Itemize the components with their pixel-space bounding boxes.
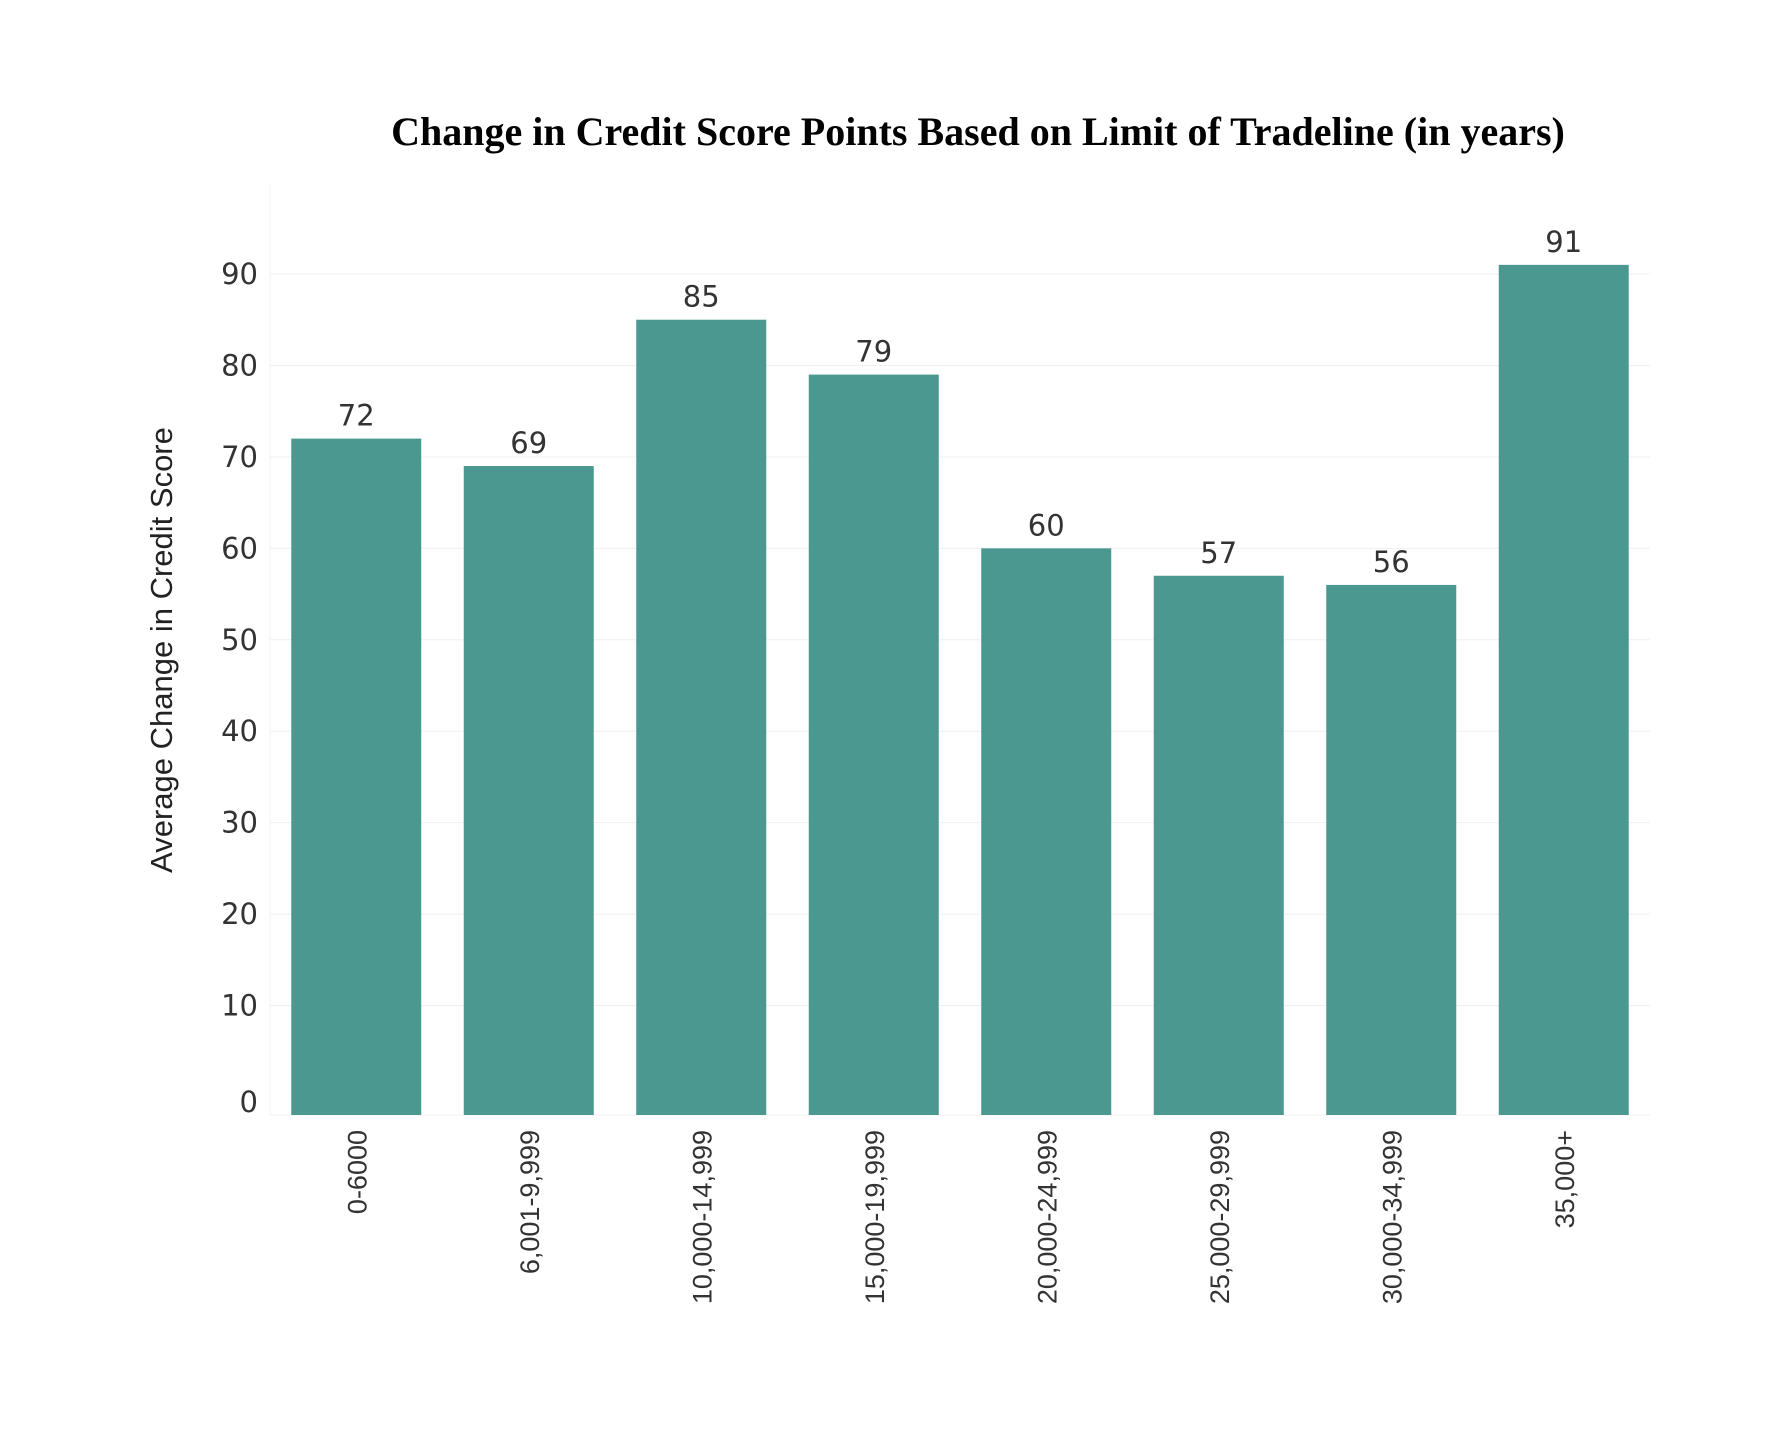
- bar: [808, 374, 939, 1116]
- x-tick-label: 30,000-34,999: [1377, 1130, 1407, 1304]
- x-tick-label: 25,000-29,999: [1205, 1130, 1235, 1304]
- x-tick-label: 0-6000: [342, 1130, 372, 1214]
- y-tick-label: 60: [221, 531, 258, 565]
- bar: [636, 319, 767, 1115]
- data-label: 85: [683, 280, 720, 314]
- y-tick-label: 40: [221, 714, 258, 748]
- bar: [1498, 264, 1629, 1115]
- y-tick-label: 30: [221, 806, 258, 840]
- y-tick-label: 20: [221, 897, 258, 931]
- chart-title: Change in Credit Score Points Based on L…: [391, 109, 1565, 154]
- y-tick-label: 0: [240, 1085, 258, 1119]
- bar: [981, 548, 1112, 1115]
- data-label: 79: [855, 335, 892, 369]
- bar: [291, 438, 422, 1116]
- data-label: 69: [510, 426, 547, 460]
- bar: [1153, 575, 1284, 1115]
- data-label: 91: [1545, 225, 1582, 259]
- y-tick-label: 10: [221, 989, 258, 1023]
- data-label: 57: [1200, 536, 1237, 570]
- y-axis-label: Average Change in Credit Score: [144, 427, 179, 873]
- bars: [291, 264, 1629, 1116]
- x-tick-label: 20,000-24,999: [1032, 1130, 1062, 1304]
- data-label: 72: [338, 399, 375, 433]
- x-tick-label: 6,001-9,999: [515, 1130, 545, 1274]
- x-tick-label: 10,000-14,999: [687, 1130, 717, 1304]
- x-tick-label: 15,000-19,999: [860, 1130, 890, 1304]
- x-axis-ticks: 0-6000 6,001-9,999 10,000-14,999 15,000-19,…: [342, 1130, 1580, 1304]
- y-tick-label: 70: [221, 440, 258, 474]
- y-axis-ticks: 0 10 20 30 40 50 60 70 80 90: [221, 257, 258, 1119]
- data-label: 56: [1373, 545, 1410, 579]
- data-labels: 72 69 85 79 60 57 56 91: [338, 225, 1582, 579]
- x-tick-label: 35,000+: [1550, 1130, 1580, 1228]
- y-tick-label: 50: [221, 623, 258, 657]
- y-tick-label: 80: [221, 348, 258, 382]
- bar: [1326, 584, 1457, 1115]
- y-tick-label: 90: [221, 257, 258, 291]
- bar: [463, 466, 594, 1115]
- data-label: 60: [1028, 508, 1065, 542]
